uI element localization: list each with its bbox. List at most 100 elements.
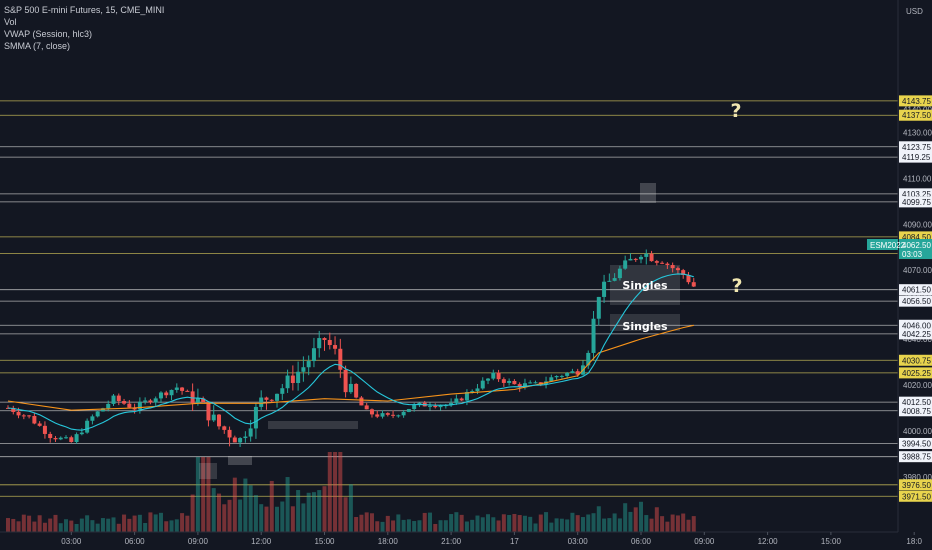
candle-body (628, 258, 633, 261)
candle-body (401, 411, 406, 416)
volume-bar (69, 520, 74, 532)
level-label-15: 4008.75 (902, 407, 931, 416)
candle-body (528, 382, 533, 384)
level-label-2: 4123.75 (902, 143, 931, 152)
level-tag-4 (899, 188, 932, 200)
volume-bar (612, 513, 617, 532)
volume-bar (670, 514, 675, 532)
volume-bar (617, 518, 622, 532)
candle-body (428, 405, 432, 407)
top-zone (640, 183, 656, 203)
candle-body (633, 258, 638, 260)
legend-title: S&P 500 E-mini Futures, 15, CME_MINI (4, 5, 165, 15)
x-tick-7: 17 (510, 537, 519, 546)
level-label-12: 4030.75 (902, 356, 931, 365)
level-tag-1 (899, 109, 932, 121)
volume-bar (322, 486, 327, 532)
candle-body (42, 425, 47, 434)
candle-body (275, 393, 280, 401)
volume-bar (275, 506, 280, 532)
candle-body (385, 413, 390, 415)
volume-bar (301, 503, 306, 532)
x-tick-3: 12:00 (251, 537, 272, 546)
x-tick-5: 18:00 (378, 537, 399, 546)
level-tag-19 (899, 490, 932, 502)
candle-body (327, 339, 332, 346)
level-tag-14 (899, 396, 932, 408)
candle-body (475, 388, 480, 392)
candle-body (322, 338, 327, 340)
volume-bar (211, 488, 216, 532)
candle-body (190, 391, 195, 404)
y-tick-3: 4040.00 (903, 335, 932, 344)
candle-body (169, 389, 174, 396)
volume-bar (385, 515, 390, 532)
candle-body (354, 383, 359, 398)
volume-bar (11, 518, 16, 532)
candle-body (654, 261, 659, 263)
candle-body (454, 398, 459, 403)
volume-bar (412, 521, 417, 532)
volume-bar (311, 492, 316, 532)
candle-body (143, 400, 148, 402)
volume-bar (127, 518, 132, 532)
level-label-18: 3976.50 (902, 481, 931, 490)
volume-bar (401, 519, 406, 532)
candle-body (153, 398, 158, 403)
volume-bar (153, 514, 158, 532)
candle-body (16, 411, 21, 416)
candle-body (180, 387, 185, 391)
volume-bar (660, 516, 665, 532)
volume-bar (327, 452, 332, 532)
candle-body (391, 414, 396, 416)
level-label-0: 4143.75 (902, 97, 931, 106)
volume-bar (90, 520, 95, 532)
candle-body (380, 413, 385, 417)
candle-body (217, 414, 221, 427)
legend-smma: SMMA (7, close) (4, 41, 71, 51)
candle-body (665, 263, 670, 266)
candle-body (364, 405, 369, 410)
vwap-line (7, 324, 694, 411)
candle-body (116, 395, 121, 402)
volume-bar (623, 503, 628, 532)
volume-bar (417, 520, 422, 532)
candle-body (517, 384, 522, 388)
level-tag-15 (899, 405, 932, 417)
volume-bar (591, 513, 596, 532)
volume-bar (665, 521, 670, 532)
candle-body (253, 406, 258, 429)
volume-bar (122, 514, 127, 532)
low-zone-b (228, 456, 252, 465)
volume-bar (58, 523, 63, 532)
volume-bar (554, 518, 559, 532)
volume-bar (496, 520, 501, 532)
candle-body (559, 375, 564, 377)
candle-body (639, 256, 643, 260)
volume-bar (501, 514, 506, 532)
candle-body (90, 416, 95, 421)
volume-bar (100, 518, 105, 532)
volume-bar (85, 515, 90, 532)
candle-body (675, 268, 680, 271)
candles (6, 249, 696, 447)
volume-bar (575, 515, 580, 532)
volume-bar (549, 522, 554, 532)
volume-bar (644, 515, 649, 532)
singles-label-upper: Singles (622, 279, 668, 292)
level-tag-18 (899, 479, 932, 491)
candle-body (122, 401, 127, 404)
y-tick-5: 4070.00 (903, 266, 932, 275)
candle-body (248, 428, 253, 437)
candle-body (338, 348, 343, 370)
chart-legend: S&P 500 E-mini Futures, 15, CME_MINI Vol… (4, 4, 164, 52)
candle-body (127, 403, 132, 408)
candle-body (27, 415, 32, 417)
candle-body (74, 434, 79, 443)
volume-bar (691, 516, 696, 532)
volume-bar (369, 513, 374, 532)
volume-bar (116, 523, 121, 532)
candle-body (64, 437, 69, 439)
